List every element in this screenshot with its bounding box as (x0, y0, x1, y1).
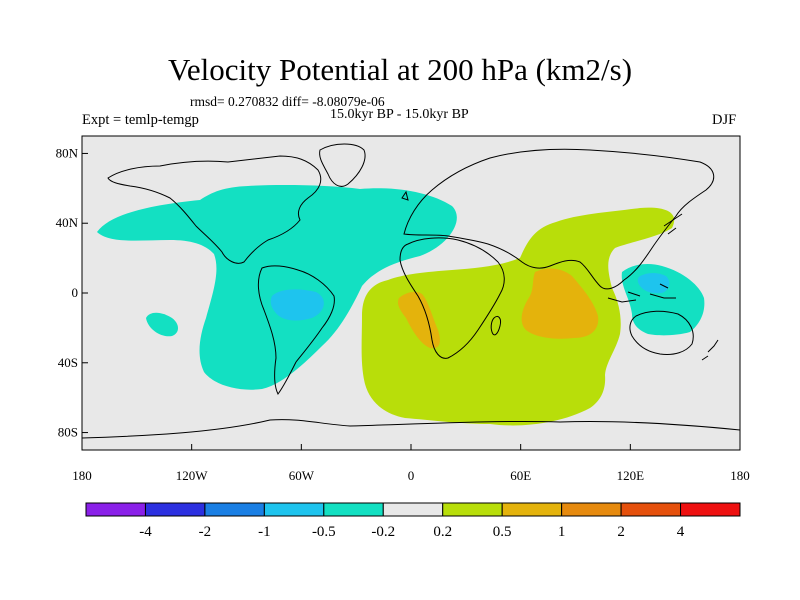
region-south-america-core (270, 289, 324, 321)
region-africa-positive-core (397, 291, 440, 349)
colorbar-label: 4 (677, 524, 685, 540)
latitude-axis: 80N 40N 0 40S 80S (56, 145, 88, 440)
lon-tick-label: 120W (176, 468, 209, 483)
lon-tick-label: 60E (510, 468, 531, 483)
coastline-africa (399, 237, 505, 359)
longitude-axis: 180 120W 60W 0 60E 120E 180 (72, 444, 750, 483)
region-indian-ocean-positive-core (521, 268, 599, 339)
colorbar-swatch-3 (263, 502, 325, 517)
lat-tick-label: 40S (58, 355, 78, 370)
coastline-greenland (319, 143, 366, 187)
coastlines (82, 143, 740, 439)
lat-tick-label: 80N (56, 145, 79, 160)
coastline-antarctica (82, 419, 740, 439)
lon-tick-label: 60W (289, 468, 315, 483)
coastline-north-america (107, 155, 322, 264)
colorbar-label: -0.5 (312, 524, 336, 540)
colorbar: -4 -2 -1 -0.5 -0.2 0.2 0.5 1 2 4 (85, 502, 741, 540)
coastline-japan (663, 213, 683, 235)
colorbar-label: 2 (617, 524, 625, 540)
colorbar-swatch-9 (620, 502, 682, 517)
coastline-australia (629, 310, 694, 355)
coastline-indonesia (607, 283, 676, 303)
coastline-eurasia (403, 148, 715, 290)
region-western-hemisphere-negative (97, 185, 457, 390)
colorbar-label: -2 (199, 524, 212, 540)
map-title: Velocity Potential at 200 hPa (km2/s) (167, 52, 633, 87)
region-east-pacific-negative (146, 312, 178, 337)
season-label: DJF (712, 112, 737, 128)
colorbar-label: -4 (139, 524, 152, 540)
experiment-label: Expt = temlp-temgp (82, 112, 199, 128)
lon-tick-label: 0 (408, 468, 415, 483)
rmsd-diff-subtitle: rmsd= 0.270832 diff= -8.08079e-06 (190, 94, 385, 109)
colorbar-swatch-6 (442, 502, 503, 517)
colorbar-swatch-7 (501, 502, 563, 517)
colorbar-label: -0.2 (371, 524, 395, 540)
lon-tick-label: 180 (72, 468, 92, 483)
contour-fill-layer (82, 143, 740, 439)
colorbar-swatch-8 (561, 502, 622, 517)
colorbar-label: 0.2 (433, 524, 452, 540)
colorbar-label: 1 (558, 524, 566, 540)
colorbar-swatch-2 (204, 502, 265, 517)
colorbar-swatch-1 (144, 502, 206, 517)
colorbar-swatch-0 (85, 502, 146, 517)
lon-tick-label: 180 (730, 468, 750, 483)
colorbar-label: 0.5 (493, 524, 512, 540)
coastline-new-zealand (701, 339, 719, 361)
colorbar-swatch-10 (680, 502, 741, 517)
lat-tick-label: 40N (56, 215, 79, 230)
lat-tick-label: 80S (58, 425, 78, 440)
coastline-south-america (257, 265, 335, 395)
coastline-madagascar (490, 315, 501, 336)
period-label: 15.0kyr BP - 15.0kyr BP (330, 107, 469, 122)
colorbar-swatch-4 (323, 502, 384, 517)
colorbar-swatch-5 (382, 502, 444, 517)
lon-tick-label: 120E (617, 468, 645, 483)
coastline-british-isles (401, 190, 409, 201)
region-eastern-hemisphere-positive (361, 207, 675, 426)
region-philippines-core (637, 273, 670, 294)
colorbar-label: -1 (258, 524, 271, 540)
lat-tick-label: 0 (72, 285, 79, 300)
